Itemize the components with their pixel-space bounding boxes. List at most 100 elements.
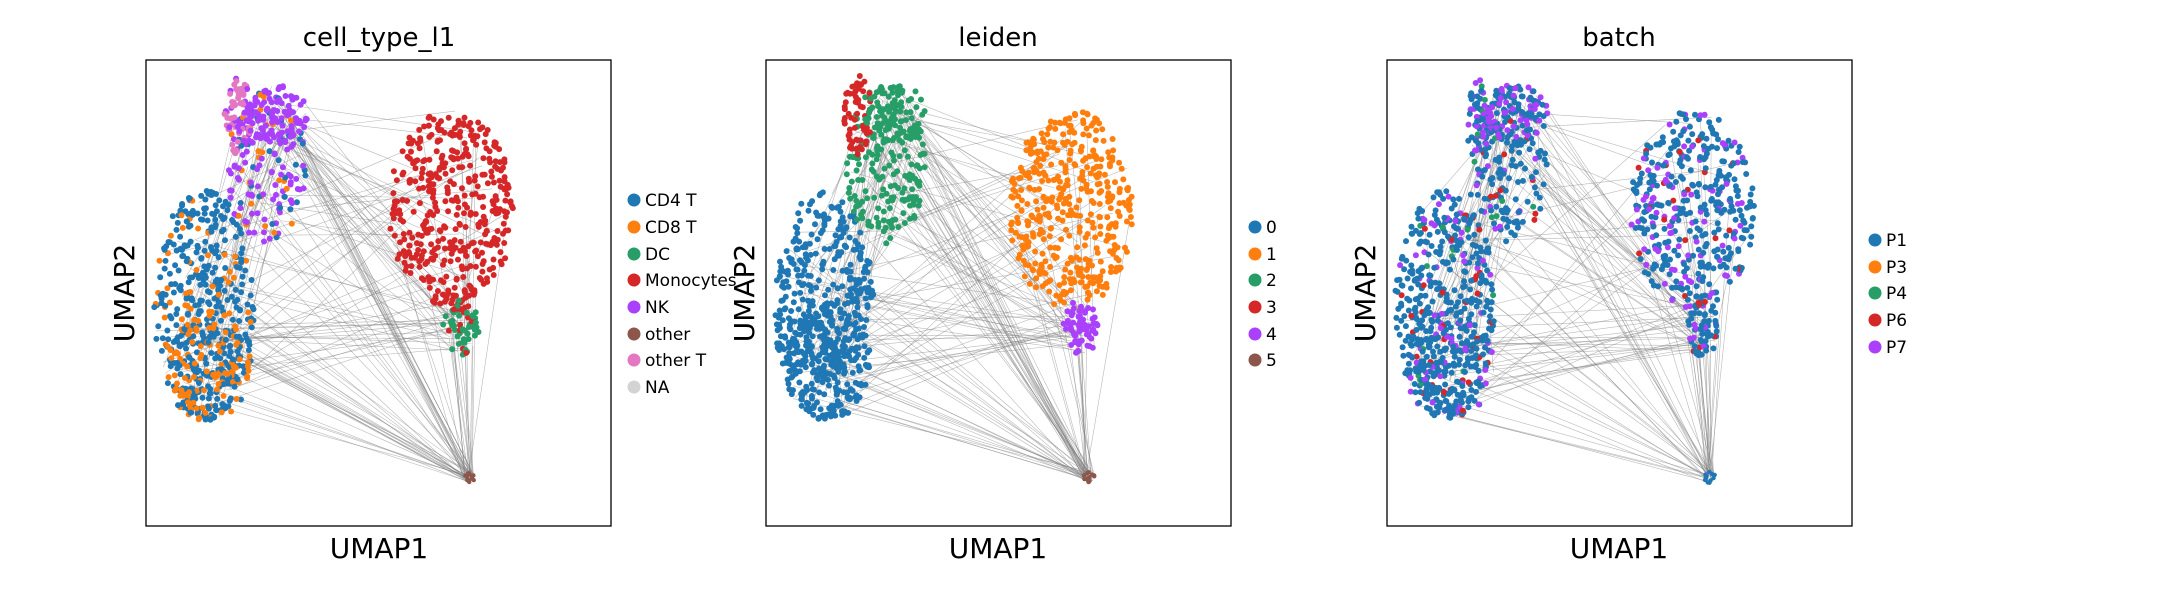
cell-point [1543, 161, 1550, 168]
cell-point [892, 216, 899, 223]
cell-point [811, 367, 818, 374]
cell-point [791, 290, 798, 297]
cell-point [1532, 210, 1539, 217]
cell-point [450, 292, 457, 299]
cell-point [1088, 188, 1094, 195]
cell-point [862, 154, 869, 161]
cell-point [1046, 288, 1053, 295]
cell-point [1725, 256, 1732, 263]
cell-point [1516, 208, 1522, 215]
graph-edge [865, 288, 1091, 483]
cell-point [851, 357, 858, 364]
cell-point [205, 405, 212, 412]
cell-point [1043, 151, 1050, 158]
cell-point [1430, 370, 1437, 377]
cell-point [1422, 292, 1429, 299]
cell-point [1085, 305, 1092, 311]
cell-point [1684, 284, 1691, 291]
cell-point [234, 376, 241, 383]
cell-point [198, 255, 205, 262]
cell-point [197, 343, 204, 350]
cell-point [221, 214, 228, 221]
cell-point [1071, 129, 1078, 136]
legend-label-p4: P4 [1886, 284, 1907, 304]
graph-edge [296, 118, 464, 253]
cell-point [464, 204, 471, 211]
cell-point [1474, 191, 1481, 198]
cell-point [1493, 213, 1500, 220]
plot-area-leiden [772, 73, 1135, 485]
cell-point [1750, 202, 1757, 209]
cell-point [228, 187, 235, 194]
cell-point [229, 316, 236, 323]
cell-point [1440, 330, 1447, 336]
cell-point [1499, 198, 1506, 204]
cell-point [819, 227, 826, 234]
cell-point [1481, 102, 1488, 109]
graph-edge [183, 368, 467, 482]
cell-point [459, 185, 465, 192]
cell-point [1649, 159, 1655, 166]
graph-edge [1524, 120, 1695, 324]
cell-point [1712, 309, 1719, 316]
cell-point [1662, 252, 1669, 259]
cell-point [853, 344, 860, 351]
graph-edge [793, 385, 1089, 478]
cell-point [1688, 315, 1695, 322]
cell-point [1407, 388, 1414, 395]
cell-point [1034, 150, 1041, 157]
cell-point [1542, 150, 1548, 157]
cell-point [1736, 143, 1743, 150]
cell-point [438, 127, 445, 134]
graph-edge [278, 101, 475, 476]
cell-point [449, 346, 456, 353]
cell-point [165, 374, 172, 381]
cell-point [202, 238, 209, 245]
cell-point [832, 243, 839, 249]
cell-point [1719, 140, 1726, 147]
cell-point [1460, 252, 1467, 259]
cell-point [881, 165, 888, 172]
legend-marker-na [627, 380, 641, 394]
cell-point [808, 380, 815, 387]
cell-point [1473, 250, 1480, 257]
graph-edge [1466, 342, 1692, 347]
cell-point [1125, 184, 1132, 191]
cell-point [852, 88, 859, 95]
cell-point [405, 249, 412, 255]
cell-point [1067, 254, 1074, 261]
cell-point [276, 84, 283, 91]
cell-point [1671, 215, 1678, 222]
cell-point [240, 92, 247, 98]
cell-point [240, 101, 247, 108]
graph-edge [800, 108, 874, 264]
points-batch [1392, 77, 1757, 485]
cell-point [801, 389, 808, 396]
cell-point [1433, 216, 1440, 223]
cell-point [1015, 193, 1022, 200]
cell-point [1700, 143, 1707, 150]
cell-point [861, 275, 868, 282]
cell-point [496, 177, 503, 184]
cell-point [1452, 218, 1459, 224]
cell-point [176, 362, 183, 369]
cell-point [1503, 99, 1510, 106]
cell-point [203, 368, 210, 375]
cell-point [1427, 328, 1434, 335]
cell-point [1074, 244, 1081, 251]
cell-point [1489, 286, 1496, 293]
cell-point [1415, 281, 1422, 288]
cell-point [864, 349, 871, 356]
cell-point [218, 304, 225, 311]
cell-point [1451, 223, 1457, 230]
graph-edge [424, 293, 450, 315]
cell-point [198, 192, 205, 199]
cell-point [1509, 143, 1515, 150]
legend-marker-monocytes [627, 273, 641, 287]
graph-edge [1476, 160, 1744, 226]
cell-point [1720, 248, 1727, 255]
cell-point [445, 208, 452, 215]
cell-point [1488, 113, 1495, 120]
cell-point [1687, 209, 1694, 216]
graph-edge [896, 143, 1089, 476]
